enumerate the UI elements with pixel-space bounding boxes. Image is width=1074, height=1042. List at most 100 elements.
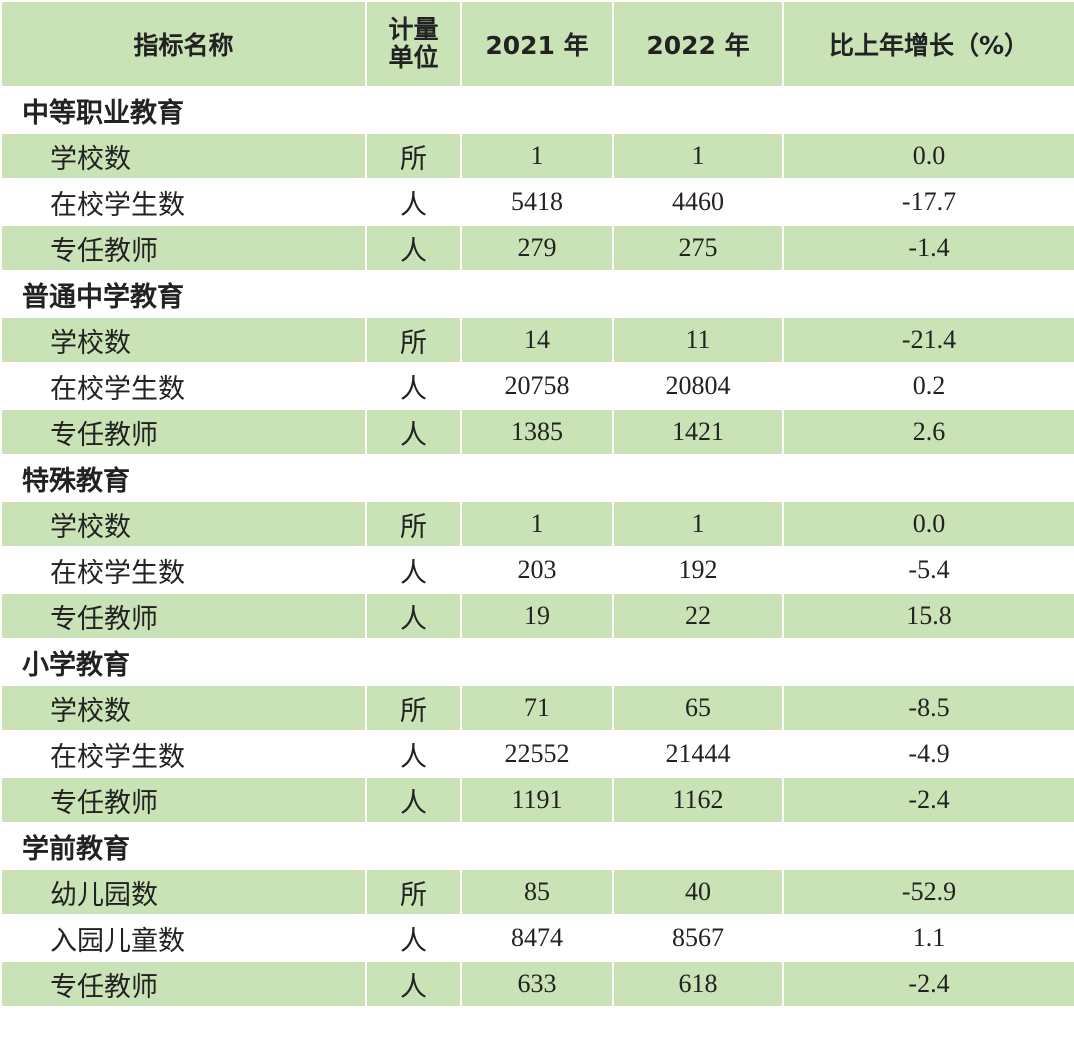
section-title: 中等职业教育 bbox=[0, 86, 1074, 134]
value-2021-cell: 14 bbox=[460, 316, 614, 364]
name-cell: 学校数 bbox=[0, 132, 367, 180]
header-text: 比上年增长（%） bbox=[828, 31, 1030, 60]
growth-cell: -52.9 bbox=[782, 868, 1074, 916]
name-cell: 学校数 bbox=[0, 500, 367, 548]
value-2022-cell: 11 bbox=[612, 316, 784, 364]
value-2021-cell: 1 bbox=[460, 500, 614, 548]
section-title: 普通中学教育 bbox=[0, 270, 1074, 318]
data-row: 幼儿园数所 85 40 -52.9 bbox=[0, 868, 1074, 916]
name-cell: 学校数 bbox=[0, 684, 367, 732]
data-row: 在校学生数人 20758 20804 0.2 bbox=[0, 362, 1074, 410]
growth-cell: 0.0 bbox=[782, 500, 1074, 548]
section-title: 小学教育 bbox=[0, 638, 1074, 686]
value-2022-cell: 1421 bbox=[612, 408, 784, 456]
data-row: 入园儿童数人 8474 8567 1.1 bbox=[0, 914, 1074, 962]
growth-cell: -4.9 bbox=[782, 730, 1074, 778]
name-cell: 在校学生数 bbox=[0, 546, 367, 594]
data-row: 专任教师人 19 22 15.8 bbox=[0, 592, 1074, 640]
growth-cell: -2.4 bbox=[782, 776, 1074, 824]
value-2022-cell: 1162 bbox=[612, 776, 784, 824]
data-row: 在校学生数人 203 192 -5.4 bbox=[0, 546, 1074, 594]
section-row: 小学教育 bbox=[0, 638, 1074, 686]
header-cell: 指标名称 bbox=[0, 0, 367, 88]
value-2021-cell: 20758 bbox=[460, 362, 614, 410]
data-row: 学校数所 71 65 -8.5 bbox=[0, 684, 1074, 732]
unit-cell: 人 bbox=[365, 730, 462, 778]
section-title: 特殊教育 bbox=[0, 454, 1074, 502]
data-row: 专任教师人 1191 1162 -2.4 bbox=[0, 776, 1074, 824]
header-text: 指标名称 bbox=[133, 31, 234, 60]
unit-cell: 人 bbox=[365, 178, 462, 226]
section-row: 普通中学教育 bbox=[0, 270, 1074, 318]
unit-cell: 人 bbox=[365, 362, 462, 410]
value-2021-cell: 633 bbox=[460, 960, 614, 1008]
unit-cell: 所 bbox=[365, 868, 462, 916]
header-text: 2022 年 bbox=[646, 31, 750, 60]
name-cell: 专任教师 bbox=[0, 960, 367, 1008]
value-2021-cell: 5418 bbox=[460, 178, 614, 226]
unit-cell: 人 bbox=[365, 546, 462, 594]
value-2021-cell: 1385 bbox=[460, 408, 614, 456]
header-text: 2021 年 bbox=[485, 31, 589, 60]
value-2021-cell: 85 bbox=[460, 868, 614, 916]
value-2022-cell: 4460 bbox=[612, 178, 784, 226]
growth-cell: -17.7 bbox=[782, 178, 1074, 226]
value-2022-cell: 20804 bbox=[612, 362, 784, 410]
header-cell: 比上年增长（%） bbox=[782, 0, 1074, 88]
value-2022-cell: 65 bbox=[612, 684, 784, 732]
unit-cell: 人 bbox=[365, 592, 462, 640]
value-2022-cell: 1 bbox=[612, 132, 784, 180]
data-row: 学校数所 14 11 -21.4 bbox=[0, 316, 1074, 364]
section-row: 学前教育 bbox=[0, 822, 1074, 870]
name-cell: 幼儿园数 bbox=[0, 868, 367, 916]
name-cell: 学校数 bbox=[0, 316, 367, 364]
header-row: 指标名称 计量单位 2021 年 2022 年 比上年增长（%） bbox=[0, 0, 1074, 88]
growth-cell: -8.5 bbox=[782, 684, 1074, 732]
name-cell: 在校学生数 bbox=[0, 730, 367, 778]
unit-cell: 所 bbox=[365, 684, 462, 732]
value-2022-cell: 21444 bbox=[612, 730, 784, 778]
name-cell: 在校学生数 bbox=[0, 362, 367, 410]
statistics-table: 指标名称 计量单位 2021 年 2022 年比上年增长（%） 中等职业教育 学校数所 1 1… bbox=[0, 0, 1074, 1008]
data-row: 在校学生数人 22552 21444 -4.9 bbox=[0, 730, 1074, 778]
unit-cell: 人 bbox=[365, 914, 462, 962]
growth-cell: 1.1 bbox=[782, 914, 1074, 962]
header-text: 计量单位 bbox=[388, 15, 439, 72]
growth-cell: 0.0 bbox=[782, 132, 1074, 180]
growth-cell: -2.4 bbox=[782, 960, 1074, 1008]
unit-cell: 人 bbox=[365, 408, 462, 456]
section-row: 中等职业教育 bbox=[0, 86, 1074, 134]
data-row: 专任教师人 1385 1421 2.6 bbox=[0, 408, 1074, 456]
unit-cell: 所 bbox=[365, 316, 462, 364]
growth-cell: 15.8 bbox=[782, 592, 1074, 640]
unit-cell: 人 bbox=[365, 960, 462, 1008]
value-2021-cell: 279 bbox=[460, 224, 614, 272]
data-row: 学校数所 1 1 0.0 bbox=[0, 132, 1074, 180]
value-2022-cell: 1 bbox=[612, 500, 784, 548]
value-2021-cell: 71 bbox=[460, 684, 614, 732]
value-2022-cell: 8567 bbox=[612, 914, 784, 962]
data-row: 专任教师人 279 275 -1.4 bbox=[0, 224, 1074, 272]
data-row: 在校学生数人 5418 4460 -17.7 bbox=[0, 178, 1074, 226]
value-2022-cell: 192 bbox=[612, 546, 784, 594]
unit-cell: 人 bbox=[365, 224, 462, 272]
value-2021-cell: 22552 bbox=[460, 730, 614, 778]
name-cell: 专任教师 bbox=[0, 776, 367, 824]
section-title: 学前教育 bbox=[0, 822, 1074, 870]
value-2021-cell: 19 bbox=[460, 592, 614, 640]
unit-cell: 人 bbox=[365, 776, 462, 824]
value-2022-cell: 275 bbox=[612, 224, 784, 272]
value-2022-cell: 40 bbox=[612, 868, 784, 916]
value-2021-cell: 8474 bbox=[460, 914, 614, 962]
section-row: 特殊教育 bbox=[0, 454, 1074, 502]
data-row: 学校数所 1 1 0.0 bbox=[0, 500, 1074, 548]
data-row: 专任教师人 633 618 -2.4 bbox=[0, 960, 1074, 1008]
name-cell: 在校学生数 bbox=[0, 178, 367, 226]
value-2021-cell: 203 bbox=[460, 546, 614, 594]
value-2021-cell: 1 bbox=[460, 132, 614, 180]
header-cell: 计量单位 bbox=[365, 0, 462, 88]
unit-cell: 所 bbox=[365, 132, 462, 180]
growth-cell: 2.6 bbox=[782, 408, 1074, 456]
unit-cell: 所 bbox=[365, 500, 462, 548]
